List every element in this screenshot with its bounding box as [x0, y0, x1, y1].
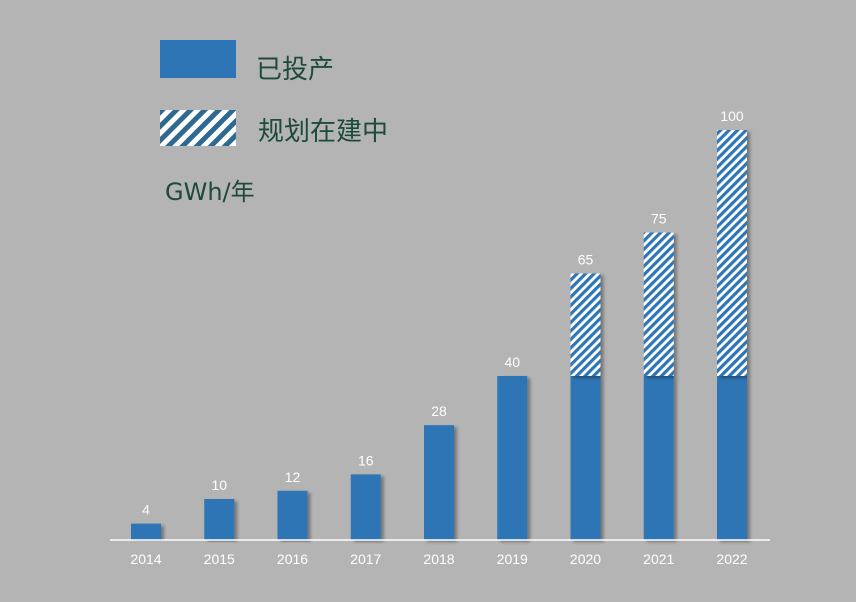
x-tick-label-2019: 2019: [497, 551, 528, 567]
bar-planned-2021: [643, 232, 674, 376]
x-tick-label-2020: 2020: [570, 551, 601, 567]
bar-operating-2014: [131, 523, 161, 540]
bar-operating-2021: [643, 376, 674, 540]
value-label-2017: 16: [358, 452, 374, 468]
x-tick-label-2014: 2014: [130, 551, 161, 567]
value-label-2019: 40: [504, 354, 520, 370]
bar-operating-2019: [497, 376, 528, 540]
legend: 已投产 规划在建中 GWh/年: [160, 40, 388, 206]
legend-swatch-planned: [160, 110, 236, 146]
bars: [131, 130, 747, 540]
bar-operating-2016: [277, 490, 308, 540]
value-label-2022: 100: [720, 108, 744, 124]
legend-swatch-operating: [160, 40, 236, 78]
x-tick-label-2022: 2022: [716, 551, 747, 567]
bar-planned-2022: [717, 130, 747, 376]
x-tick-label-2016: 2016: [277, 551, 308, 567]
x-tick-label-2018: 2018: [423, 551, 454, 567]
legend-label-operating: 已投产: [256, 55, 334, 85]
bar-operating-2022: [717, 376, 747, 540]
value-label-2021: 75: [651, 211, 667, 227]
x-tick-label-2017: 2017: [350, 551, 381, 567]
bar-operating-2020: [570, 376, 601, 540]
x-tick-label-2015: 2015: [204, 551, 235, 567]
value-label-2015: 10: [211, 477, 227, 493]
x-tick-label-2021: 2021: [643, 551, 674, 567]
bar-operating-2018: [424, 425, 454, 540]
value-label-2016: 12: [285, 469, 301, 485]
value-label-2020: 65: [578, 252, 594, 268]
value-label-2014: 4: [142, 502, 150, 518]
legend-label-planned: 规划在建中: [258, 117, 388, 147]
x-axis-ticks: 2014 2015 2016 2017 2018 2019 2020 2021 2022: [130, 551, 747, 567]
bar-planned-2020: [570, 273, 601, 376]
value-labels: 4 10 12 16 28 40 65 75 100: [142, 108, 744, 518]
value-label-2018: 28: [431, 403, 447, 419]
unit-label: GWh/年: [165, 178, 255, 206]
bar-operating-2015: [204, 499, 235, 540]
bar-operating-2017: [350, 474, 381, 540]
